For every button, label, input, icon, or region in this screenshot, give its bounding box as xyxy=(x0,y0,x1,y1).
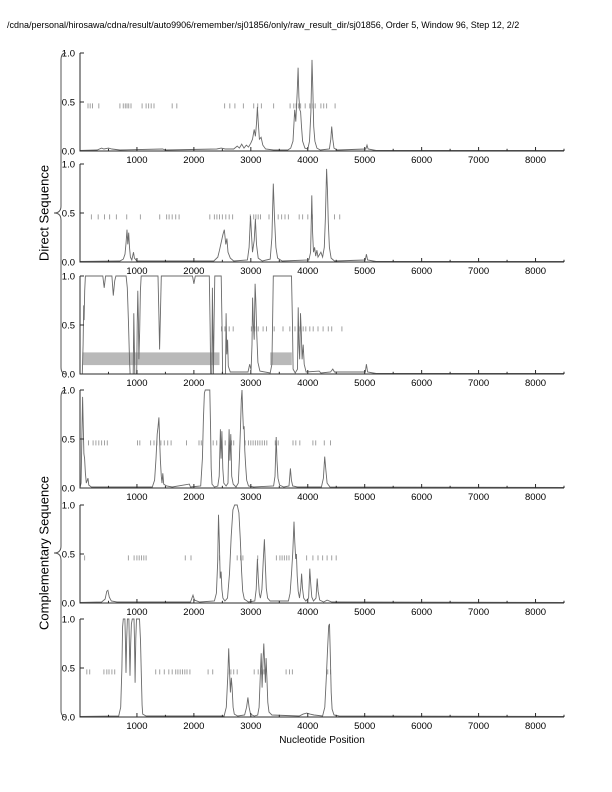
subplot-4: 0.0 0.5 1.0 1000 2000 3000 4000 5000 6000 7000 800… xyxy=(62,386,565,503)
score-curve xyxy=(80,275,564,375)
tick-label: 3000 xyxy=(240,721,261,732)
subplot-2: 0.0 0.5 1.0 1000 2000 3000 4000 5000 6000 7000 800… xyxy=(62,160,565,277)
score-curve xyxy=(79,618,565,717)
tick-label: 6000 xyxy=(411,492,432,503)
tick-label: 1000 xyxy=(126,721,147,732)
axes-frame xyxy=(79,619,564,718)
axes-frame xyxy=(79,164,564,263)
match-rug-marks xyxy=(87,103,336,109)
x-axis-title: Nucleotide Position xyxy=(279,735,365,746)
tick-label: 8000 xyxy=(525,492,546,503)
tick-label: 7000 xyxy=(468,721,489,732)
score-curve xyxy=(79,389,565,488)
file-path-title: /cdna/personal/hirosawa/cdna/result/auto… xyxy=(7,20,520,30)
tick-label: 1000 xyxy=(126,266,147,277)
tick-label: 3000 xyxy=(240,155,261,166)
tick-label: 1000 xyxy=(126,492,147,503)
tick-label: 0.0 xyxy=(62,713,75,724)
axes-frame xyxy=(79,53,564,152)
tick-label: 4000 xyxy=(297,492,318,503)
tick-label: 0.0 xyxy=(62,258,75,269)
tick-label: 5000 xyxy=(354,378,375,389)
direct-sequence-group-label: Direct Sequence xyxy=(36,164,52,262)
tick-label: 2000 xyxy=(183,378,204,389)
tick-label: 2000 xyxy=(183,492,204,503)
complementary-sequence-group-label: Complementary Sequence xyxy=(36,476,52,630)
axes-frame xyxy=(79,390,564,489)
subplot-5: 0.0 0.5 1.0 1000 2000 3000 4000 5000 6000 7000 800… xyxy=(62,501,565,618)
tick-label: 6000 xyxy=(411,266,432,277)
tick-label: 2000 xyxy=(183,721,204,732)
axes-frame xyxy=(79,505,564,604)
tick-label: 4000 xyxy=(297,266,318,277)
tick-label: 5000 xyxy=(354,607,375,618)
tick-label: 1.0 xyxy=(62,49,75,60)
tick-label: 3000 xyxy=(240,492,261,503)
tick-label: 5000 xyxy=(354,492,375,503)
match-rug-marks xyxy=(90,214,341,220)
tick-label: 5000 xyxy=(354,155,375,166)
tick-label: 0.0 xyxy=(62,484,75,495)
tick-label: 8000 xyxy=(525,266,546,277)
tick-label: 7000 xyxy=(468,607,489,618)
match-rug-marks xyxy=(86,669,331,675)
tick-label: 7000 xyxy=(468,155,489,166)
tick-label: 2000 xyxy=(183,266,204,277)
tick-label: 8000 xyxy=(525,721,546,732)
tick-label: 4000 xyxy=(297,721,318,732)
tick-label: 4000 xyxy=(297,607,318,618)
tick-label: 0.5 xyxy=(62,550,75,561)
tick-label: 5000 xyxy=(354,721,375,732)
complementary-group-brace xyxy=(53,389,67,718)
tick-label: 2000 xyxy=(183,155,204,166)
tick-label: 7000 xyxy=(468,266,489,277)
tick-label: 0.5 xyxy=(62,98,75,109)
tick-label: 0.0 xyxy=(62,147,75,158)
tick-label: 0.5 xyxy=(62,435,75,446)
tick-label: 6000 xyxy=(411,607,432,618)
tick-label: 0.0 xyxy=(62,370,75,381)
tick-label: 1.0 xyxy=(62,501,75,512)
tick-label: 1.0 xyxy=(62,272,75,283)
direct-group-brace xyxy=(53,52,67,375)
score-curve xyxy=(79,59,564,151)
tick-label: 3000 xyxy=(240,607,261,618)
tick-label: 1.0 xyxy=(62,615,75,626)
tick-label: 4000 xyxy=(297,155,318,166)
tick-label: 7000 xyxy=(468,378,489,389)
highlight-region-bar xyxy=(270,352,292,366)
tick-label: 0.5 xyxy=(62,664,75,675)
tick-label: 0.0 xyxy=(62,599,75,610)
tick-label: 5000 xyxy=(354,266,375,277)
tick-label: 1.0 xyxy=(62,386,75,397)
match-rug-marks xyxy=(221,326,343,332)
subplot-6: 0.0 0.5 1.0 1000 2000 3000 4000 5000 6000 7000 800… xyxy=(62,615,565,732)
tick-label: 2000 xyxy=(183,607,204,618)
tick-label: 6000 xyxy=(411,721,432,732)
subplot-3: 0.0 0.5 1.0 1000 2000 3000 4000 5000 6000 7000 800… xyxy=(62,272,565,389)
match-rug-marks xyxy=(84,555,337,561)
tick-label: 1000 xyxy=(126,378,147,389)
tick-label: 0.5 xyxy=(62,209,75,220)
tick-label: 0.5 xyxy=(62,321,75,332)
highlight-region-bar xyxy=(82,352,220,366)
tick-label: 1000 xyxy=(126,155,147,166)
tick-label: 1000 xyxy=(126,607,147,618)
score-curve xyxy=(79,168,564,262)
match-rug-marks xyxy=(88,440,331,446)
subplot-1: 0.0 0.5 1.0 1000 2000 3000 4000 5000 6000 7000 800… xyxy=(62,49,565,166)
score-curve xyxy=(79,504,565,603)
tick-label: 6000 xyxy=(411,378,432,389)
tick-label: 3000 xyxy=(240,378,261,389)
tick-label: 1.0 xyxy=(62,160,75,171)
tick-label: 8000 xyxy=(525,607,546,618)
tick-label: 6000 xyxy=(411,155,432,166)
tick-label: 7000 xyxy=(468,492,489,503)
tick-label: 3000 xyxy=(240,266,261,277)
tick-label: 4000 xyxy=(297,378,318,389)
tick-label: 8000 xyxy=(525,155,546,166)
tick-label: 8000 xyxy=(525,378,546,389)
